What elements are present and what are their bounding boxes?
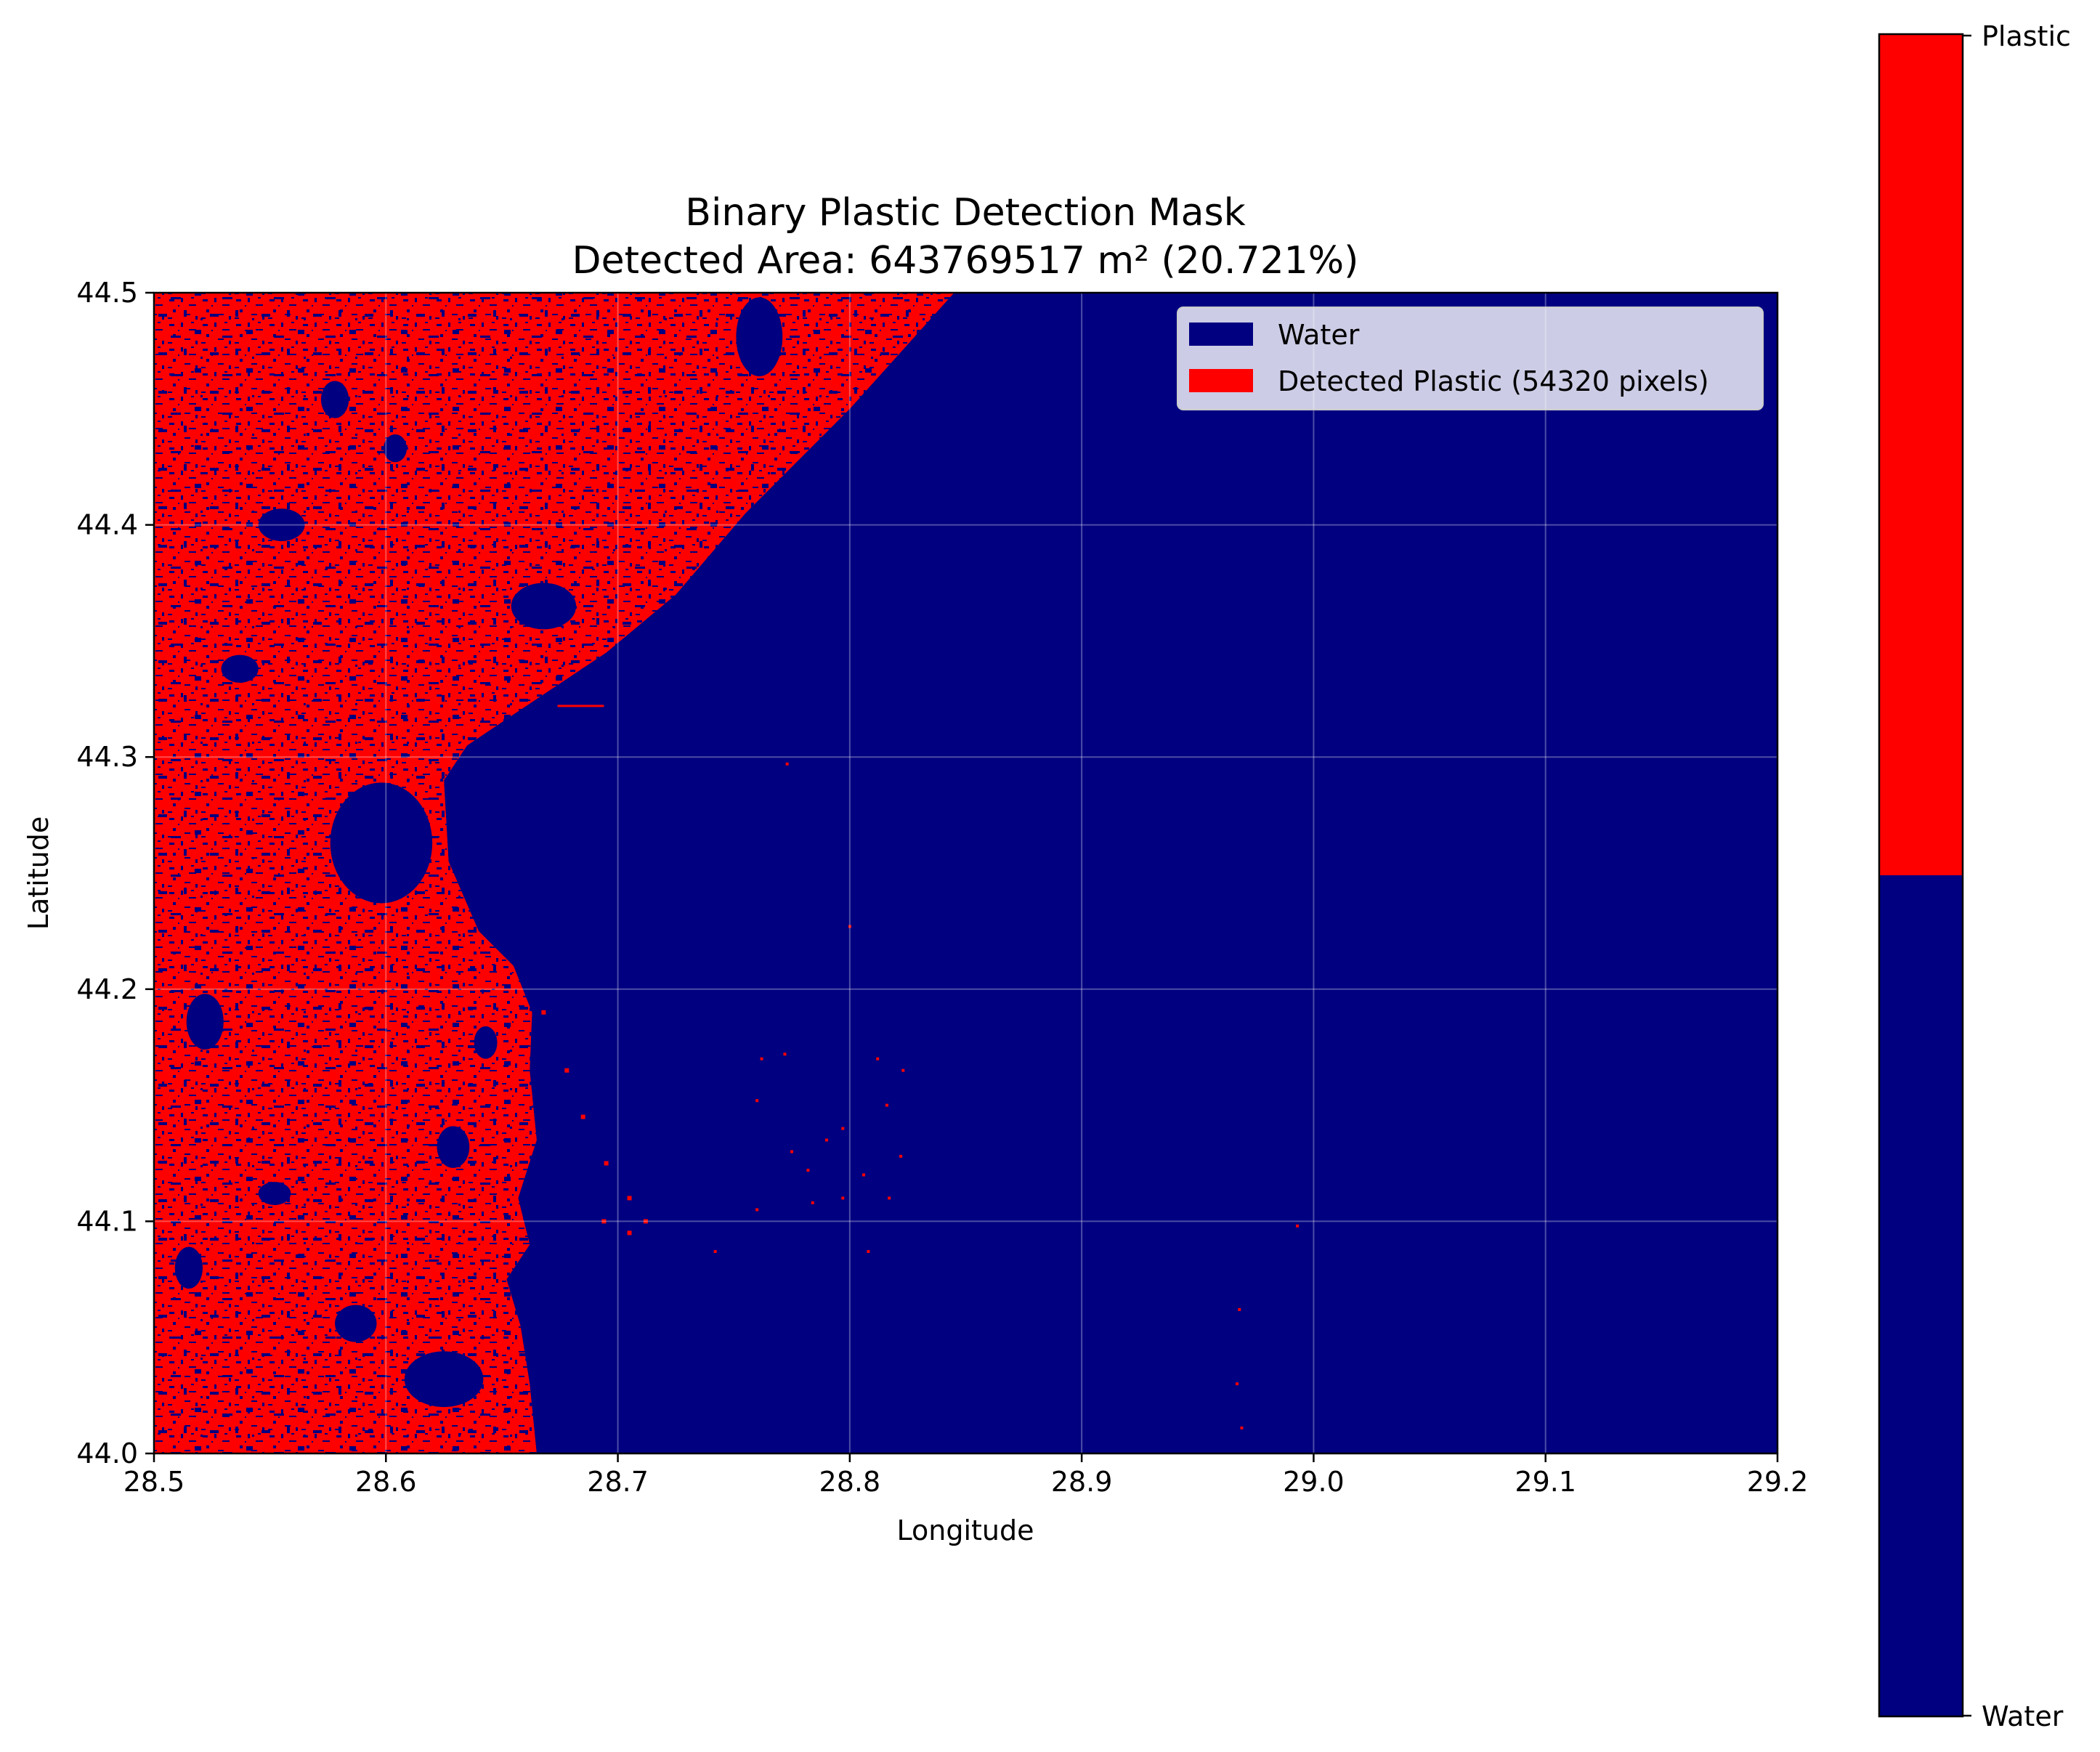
x-tick-label: 29.2	[1747, 1466, 1809, 1498]
x-tick-label: 29.1	[1515, 1466, 1576, 1498]
detection-pixel	[760, 1057, 763, 1060]
inland-water-body	[174, 1246, 203, 1289]
x-tick-label: 29.0	[1283, 1466, 1345, 1498]
inland-water-body	[384, 434, 408, 463]
inland-water-body	[320, 381, 349, 418]
y-axis-label: Latitude	[23, 816, 54, 930]
y-tick-label: 44.3	[76, 741, 138, 773]
colorbar-plastic-segment	[1879, 34, 1963, 875]
isolated-detections	[541, 705, 1300, 1429]
y-tick-label: 44.2	[76, 973, 138, 1005]
detection-pixel	[755, 1099, 759, 1103]
legend-label-plastic: Detected Plastic (54320 pixels)	[1278, 365, 1709, 397]
x-axis-label: Longitude	[897, 1514, 1034, 1546]
detection-pixel	[811, 1201, 814, 1204]
detection-pixel	[841, 1196, 845, 1200]
y-tick-label: 44.0	[76, 1437, 138, 1469]
detection-pixel	[901, 1068, 905, 1072]
inland-water-body	[186, 994, 224, 1050]
debris-pixel	[541, 1010, 546, 1015]
detection-pixel	[885, 1103, 888, 1107]
colorbar-label-water: Water	[1982, 1700, 2064, 1732]
legend-swatch-water	[1189, 323, 1253, 346]
y-tick-label: 44.5	[76, 277, 138, 309]
inland-water-body	[335, 1305, 377, 1342]
plot-area: 28.5 28.6 28.7 28.8 28.9 29.0 29.1 29.2 44.044.…	[23, 277, 1808, 1546]
debris-pixel	[643, 1219, 648, 1224]
detection-pixel	[848, 925, 851, 928]
detection-pixel	[713, 1249, 717, 1253]
x-tick-label: 28.5	[123, 1466, 185, 1498]
detection-pixel	[876, 1057, 880, 1060]
inland-water-body	[221, 654, 259, 683]
inland-water-body	[330, 782, 433, 904]
detection-pixel	[888, 1196, 891, 1200]
colorbar-frame	[1878, 33, 1964, 1718]
legend-label-water: Water	[1278, 319, 1360, 351]
title: Binary Plastic Detection Mask Detected A…	[572, 191, 1359, 283]
x-axis-ticks: 28.5 28.6 28.7 28.8 28.9 29.0 29.1 29.2	[123, 1453, 1809, 1498]
debris-pixel	[601, 1219, 607, 1224]
detection-pixel	[1236, 1382, 1239, 1386]
debris-pixel	[604, 1161, 609, 1166]
y-tick-label: 44.4	[76, 509, 138, 541]
inland-water-body	[258, 508, 305, 541]
x-tick-label: 28.6	[355, 1466, 417, 1498]
detection-pixel	[783, 1053, 787, 1056]
inland-water-body	[474, 1026, 498, 1059]
x-tick-label: 28.7	[587, 1466, 649, 1498]
colorbar-label-plastic: Plastic	[1982, 20, 2071, 52]
inland-water-body	[511, 583, 577, 630]
detection-pixel	[785, 762, 789, 766]
grid	[154, 293, 1777, 1453]
inland-water-body	[736, 297, 783, 377]
legend: Water Detected Plastic (54320 pixels)	[1177, 307, 1764, 410]
detection-pixel	[1240, 1426, 1244, 1429]
inland-water-body	[258, 1182, 291, 1206]
plot-frame	[153, 291, 1779, 1455]
detection-pixel	[790, 1150, 794, 1153]
detection-pixel	[1296, 1224, 1300, 1228]
y-axis-ticks: 44.0 44.1 44.2 44.3 44.4 44.5	[76, 277, 154, 1469]
legend-swatch-plastic	[1189, 369, 1253, 392]
colorbar-water-segment	[1879, 875, 1963, 1716]
colorbar: Plastic Water	[1878, 20, 2071, 1732]
title-line-2: Detected Area: 643769517 m² (20.721%)	[572, 239, 1359, 283]
inland-water-bodies	[174, 297, 783, 1408]
detection-pixel	[862, 1173, 866, 1177]
detection-pixel	[1238, 1307, 1241, 1311]
y-tick-label: 44.1	[76, 1205, 138, 1237]
inland-water-body	[404, 1351, 484, 1408]
debris-pixel	[564, 1068, 569, 1073]
inland-water-body	[437, 1126, 470, 1168]
detection-pixel	[806, 1169, 810, 1172]
detection-pixel	[824, 1138, 828, 1142]
legend-box	[1177, 307, 1764, 410]
detection-pixel	[899, 1154, 903, 1158]
detection-pixel	[867, 1249, 870, 1253]
debris-pixel	[580, 1114, 585, 1119]
debris-pixel	[627, 1230, 632, 1236]
detection-pixel	[841, 1127, 845, 1130]
x-tick-label: 28.9	[1051, 1466, 1113, 1498]
x-tick-label: 28.8	[819, 1466, 881, 1498]
debris-pixel	[627, 1196, 632, 1201]
title-line-1: Binary Plastic Detection Mask	[685, 191, 1245, 235]
land-texture-secondary	[154, 293, 954, 1453]
detection-pixel	[755, 1208, 759, 1212]
